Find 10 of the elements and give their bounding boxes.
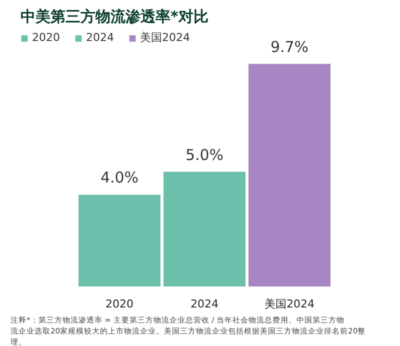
x-tick-label: 2024 bbox=[190, 298, 219, 310]
data-label: 9.7% bbox=[270, 38, 309, 56]
x-tick-label: 2020 bbox=[106, 298, 134, 310]
data-label: 4.0% bbox=[100, 168, 139, 187]
x-tick-label: 美国2024 bbox=[264, 298, 315, 310]
data-label: 5.0% bbox=[185, 146, 224, 164]
chart-title: 中美第三方物流渗透率*对比 bbox=[20, 8, 208, 26]
legend-label: 美国2024 bbox=[140, 30, 190, 45]
legend-label: 2020 bbox=[32, 31, 60, 44]
legend-label: 2024 bbox=[86, 31, 114, 44]
